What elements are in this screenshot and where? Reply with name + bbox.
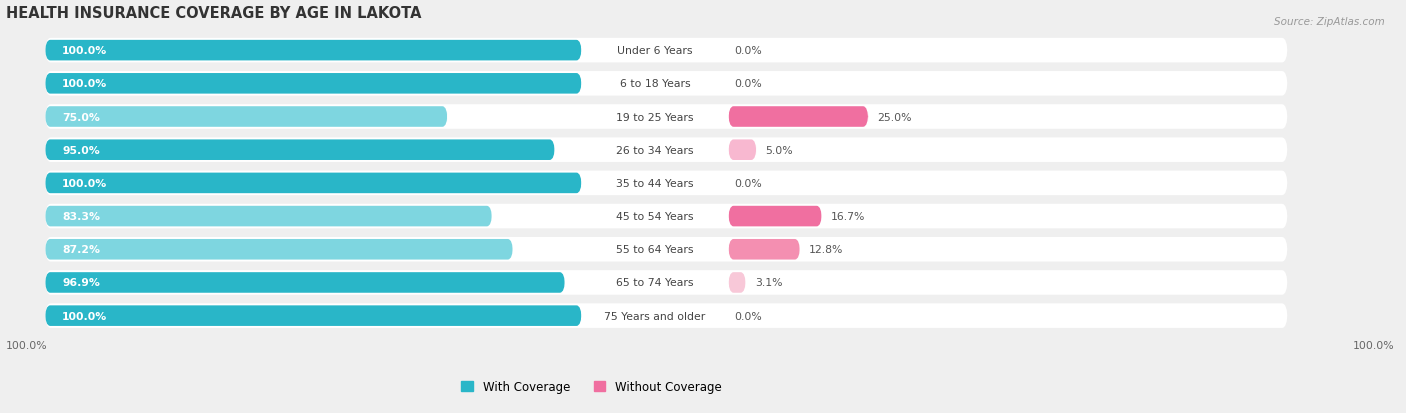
Text: 75 Years and older: 75 Years and older (605, 311, 706, 321)
FancyBboxPatch shape (45, 173, 582, 194)
Text: 0.0%: 0.0% (734, 311, 762, 321)
Text: 5.0%: 5.0% (765, 145, 793, 155)
FancyBboxPatch shape (45, 105, 1288, 130)
Text: 100.0%: 100.0% (62, 46, 107, 56)
Text: 55 to 64 Years: 55 to 64 Years (616, 244, 693, 255)
FancyBboxPatch shape (45, 240, 513, 260)
FancyBboxPatch shape (45, 237, 1288, 262)
FancyBboxPatch shape (45, 107, 447, 128)
Text: 26 to 34 Years: 26 to 34 Years (616, 145, 693, 155)
FancyBboxPatch shape (45, 306, 582, 326)
FancyBboxPatch shape (45, 204, 1288, 229)
FancyBboxPatch shape (45, 206, 492, 227)
Text: 100.0%: 100.0% (62, 311, 107, 321)
Text: 25.0%: 25.0% (877, 112, 911, 122)
FancyBboxPatch shape (45, 39, 1288, 63)
Text: Source: ZipAtlas.com: Source: ZipAtlas.com (1274, 17, 1385, 26)
Text: 87.2%: 87.2% (62, 244, 100, 255)
FancyBboxPatch shape (45, 72, 1288, 96)
FancyBboxPatch shape (45, 140, 555, 161)
Text: 100.0%: 100.0% (1353, 341, 1395, 351)
FancyBboxPatch shape (728, 107, 868, 128)
FancyBboxPatch shape (45, 271, 1288, 295)
Text: 100.0%: 100.0% (62, 79, 107, 89)
Text: HEALTH INSURANCE COVERAGE BY AGE IN LAKOTA: HEALTH INSURANCE COVERAGE BY AGE IN LAKO… (6, 6, 420, 21)
FancyBboxPatch shape (45, 304, 1288, 328)
Text: 83.3%: 83.3% (62, 211, 100, 221)
Text: 96.9%: 96.9% (62, 278, 100, 288)
Text: 0.0%: 0.0% (734, 178, 762, 188)
Legend: With Coverage, Without Coverage: With Coverage, Without Coverage (461, 380, 721, 393)
Text: 100.0%: 100.0% (6, 341, 48, 351)
Text: 0.0%: 0.0% (734, 46, 762, 56)
Text: 0.0%: 0.0% (734, 79, 762, 89)
Text: 35 to 44 Years: 35 to 44 Years (616, 178, 693, 188)
Text: 12.8%: 12.8% (808, 244, 844, 255)
Text: 75.0%: 75.0% (62, 112, 100, 122)
FancyBboxPatch shape (728, 240, 800, 260)
FancyBboxPatch shape (728, 206, 821, 227)
Text: 45 to 54 Years: 45 to 54 Years (616, 211, 693, 221)
FancyBboxPatch shape (728, 273, 745, 293)
FancyBboxPatch shape (728, 140, 756, 161)
Text: 16.7%: 16.7% (831, 211, 865, 221)
Text: 3.1%: 3.1% (755, 278, 782, 288)
Text: Under 6 Years: Under 6 Years (617, 46, 693, 56)
Text: 100.0%: 100.0% (62, 178, 107, 188)
FancyBboxPatch shape (45, 74, 582, 95)
Text: 65 to 74 Years: 65 to 74 Years (616, 278, 693, 288)
FancyBboxPatch shape (45, 138, 1288, 163)
FancyBboxPatch shape (45, 41, 582, 61)
Text: 19 to 25 Years: 19 to 25 Years (616, 112, 693, 122)
FancyBboxPatch shape (45, 171, 1288, 196)
Text: 6 to 18 Years: 6 to 18 Years (620, 79, 690, 89)
FancyBboxPatch shape (45, 273, 565, 293)
Text: 95.0%: 95.0% (62, 145, 100, 155)
